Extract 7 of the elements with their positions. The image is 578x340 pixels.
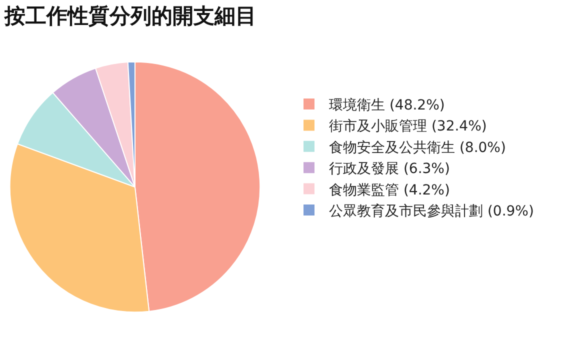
legend-label: 環境衛生 (48.2%) [329, 97, 445, 114]
legend-label: 行政及發展 (6.3%) [329, 161, 450, 178]
legend-label: 公眾教育及市民參與計劃 (0.9%) [329, 202, 534, 220]
legend-label: 食物業監管 (4.2%) [329, 182, 450, 198]
legend-label: 食物安全及公共衛生 (8.0%) [329, 140, 506, 156]
chart-title: 按工作性質分列的開支細目 [4, 4, 257, 28]
legend-label: 街市及小販管理 (32.4%) [329, 118, 487, 135]
